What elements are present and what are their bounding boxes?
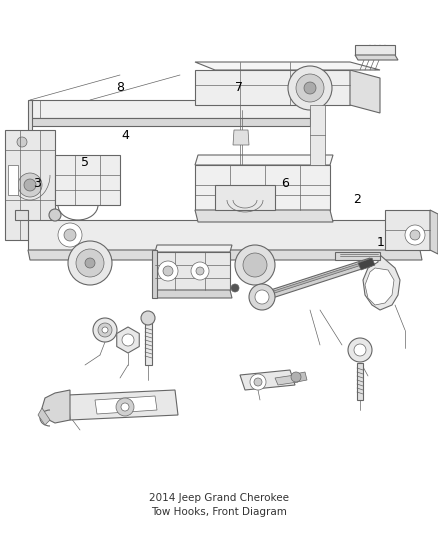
- Text: 3: 3: [33, 177, 41, 190]
- Polygon shape: [195, 165, 330, 210]
- Polygon shape: [8, 165, 18, 195]
- Circle shape: [410, 230, 420, 240]
- Polygon shape: [255, 258, 374, 302]
- Circle shape: [98, 323, 112, 337]
- Polygon shape: [350, 70, 380, 113]
- Text: 6: 6: [281, 177, 289, 190]
- Circle shape: [348, 338, 372, 362]
- Circle shape: [191, 262, 209, 280]
- Circle shape: [254, 378, 262, 386]
- Text: 2: 2: [353, 193, 361, 206]
- Polygon shape: [95, 396, 157, 414]
- Polygon shape: [275, 375, 298, 385]
- Circle shape: [68, 241, 112, 285]
- Circle shape: [58, 223, 82, 247]
- Polygon shape: [240, 370, 295, 390]
- Polygon shape: [152, 250, 157, 298]
- Circle shape: [158, 261, 178, 281]
- Circle shape: [231, 284, 239, 292]
- Polygon shape: [28, 250, 422, 260]
- Polygon shape: [365, 268, 394, 305]
- Circle shape: [18, 173, 42, 197]
- Polygon shape: [310, 105, 325, 165]
- Polygon shape: [335, 252, 380, 260]
- Polygon shape: [117, 327, 139, 353]
- Circle shape: [243, 253, 267, 277]
- Polygon shape: [55, 155, 120, 205]
- Polygon shape: [385, 210, 430, 250]
- Polygon shape: [28, 220, 420, 250]
- Circle shape: [196, 267, 204, 275]
- Circle shape: [85, 258, 95, 268]
- Circle shape: [49, 209, 61, 221]
- Circle shape: [163, 266, 173, 276]
- Polygon shape: [295, 372, 307, 382]
- Text: 2014 Jeep Grand Cherokee
Tow Hooks, Front Diagram: 2014 Jeep Grand Cherokee Tow Hooks, Fron…: [149, 494, 289, 516]
- Circle shape: [24, 179, 36, 191]
- Circle shape: [288, 66, 332, 110]
- Polygon shape: [357, 363, 363, 400]
- Polygon shape: [68, 390, 178, 420]
- Polygon shape: [5, 130, 55, 240]
- Polygon shape: [155, 290, 232, 298]
- Polygon shape: [195, 70, 350, 105]
- Polygon shape: [215, 185, 275, 210]
- Circle shape: [354, 344, 366, 356]
- Polygon shape: [155, 252, 230, 290]
- Circle shape: [255, 290, 269, 304]
- Circle shape: [116, 398, 134, 416]
- Circle shape: [121, 403, 129, 411]
- Polygon shape: [195, 210, 333, 222]
- Circle shape: [291, 372, 301, 382]
- Polygon shape: [255, 260, 371, 299]
- Polygon shape: [355, 45, 395, 55]
- Polygon shape: [358, 258, 375, 270]
- Polygon shape: [28, 100, 32, 240]
- Circle shape: [405, 225, 425, 245]
- Text: 1: 1: [377, 236, 385, 249]
- Polygon shape: [355, 55, 398, 60]
- Polygon shape: [30, 100, 310, 118]
- Circle shape: [304, 82, 316, 94]
- Circle shape: [17, 137, 27, 147]
- Text: 8: 8: [117, 82, 124, 94]
- Text: 5: 5: [81, 156, 89, 169]
- Polygon shape: [38, 408, 50, 425]
- Polygon shape: [430, 210, 438, 254]
- Circle shape: [250, 374, 266, 390]
- Polygon shape: [233, 130, 249, 145]
- Polygon shape: [145, 320, 152, 365]
- Circle shape: [64, 229, 76, 241]
- Circle shape: [296, 74, 324, 102]
- Circle shape: [76, 249, 104, 277]
- Polygon shape: [15, 210, 28, 220]
- Polygon shape: [155, 245, 232, 252]
- Text: 4: 4: [121, 130, 129, 142]
- Circle shape: [93, 318, 117, 342]
- Polygon shape: [42, 390, 70, 423]
- Circle shape: [249, 284, 275, 310]
- Circle shape: [102, 327, 108, 333]
- Circle shape: [235, 245, 275, 285]
- Polygon shape: [195, 62, 380, 70]
- Polygon shape: [30, 118, 310, 126]
- Circle shape: [122, 334, 134, 346]
- Circle shape: [141, 311, 155, 325]
- Text: 7: 7: [235, 82, 243, 94]
- Polygon shape: [340, 255, 400, 310]
- Polygon shape: [195, 155, 333, 165]
